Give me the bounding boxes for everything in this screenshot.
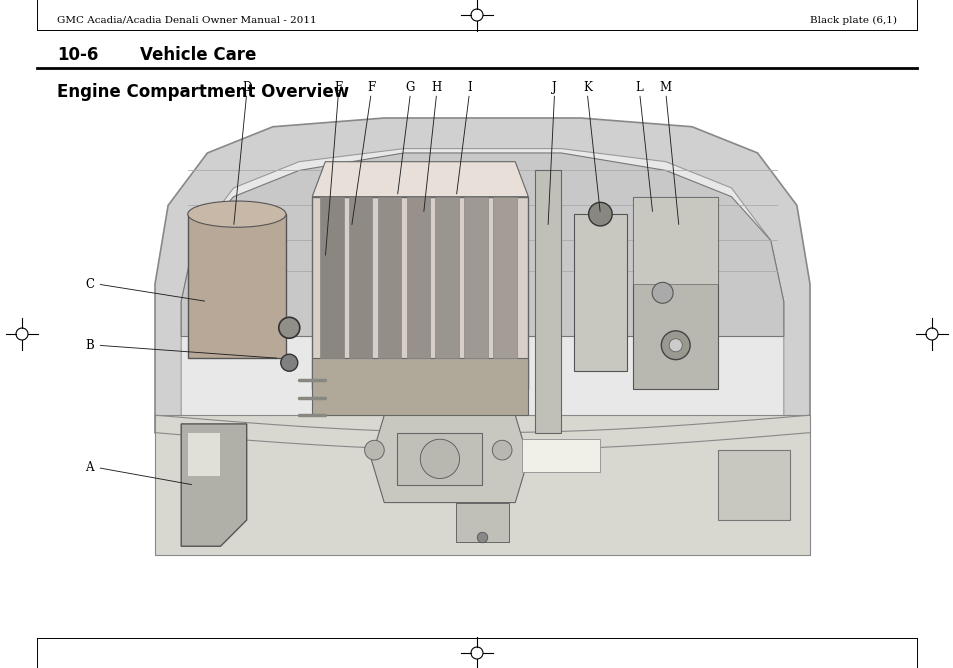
Text: G: G bbox=[405, 81, 415, 94]
Polygon shape bbox=[371, 415, 528, 502]
Polygon shape bbox=[397, 433, 482, 485]
Text: GMC Acadia/Acadia Denali Owner Manual - 2011: GMC Acadia/Acadia Denali Owner Manual - … bbox=[57, 15, 316, 25]
Circle shape bbox=[492, 440, 512, 460]
Polygon shape bbox=[535, 170, 560, 433]
Text: E: E bbox=[334, 81, 342, 94]
Polygon shape bbox=[312, 358, 528, 415]
Text: J: J bbox=[552, 81, 557, 94]
Text: A: A bbox=[85, 461, 93, 474]
Polygon shape bbox=[319, 196, 343, 358]
Text: L: L bbox=[635, 81, 643, 94]
Polygon shape bbox=[435, 196, 458, 358]
Circle shape bbox=[364, 440, 384, 460]
Text: 10-6: 10-6 bbox=[57, 46, 98, 64]
Circle shape bbox=[660, 331, 689, 359]
Polygon shape bbox=[188, 214, 286, 358]
Text: M: M bbox=[659, 81, 671, 94]
Polygon shape bbox=[633, 196, 718, 284]
Text: H: H bbox=[431, 81, 441, 94]
Text: Engine Compartment Overview: Engine Compartment Overview bbox=[57, 83, 349, 101]
Text: Vehicle Care: Vehicle Care bbox=[140, 46, 256, 64]
Circle shape bbox=[668, 339, 681, 352]
Polygon shape bbox=[406, 196, 430, 358]
Text: I: I bbox=[467, 81, 472, 94]
Polygon shape bbox=[154, 118, 809, 555]
Circle shape bbox=[588, 202, 612, 226]
Polygon shape bbox=[718, 450, 789, 520]
Circle shape bbox=[420, 440, 459, 478]
Polygon shape bbox=[456, 502, 508, 542]
Polygon shape bbox=[464, 196, 487, 358]
Text: D: D bbox=[242, 81, 252, 94]
Bar bbox=[521, 439, 599, 472]
Polygon shape bbox=[312, 196, 528, 389]
Text: F: F bbox=[367, 81, 375, 94]
Text: B: B bbox=[85, 339, 93, 352]
Circle shape bbox=[476, 532, 487, 543]
Text: Black plate (6,1): Black plate (6,1) bbox=[809, 15, 896, 25]
Polygon shape bbox=[154, 415, 809, 555]
Polygon shape bbox=[377, 196, 401, 358]
Circle shape bbox=[652, 283, 673, 303]
Polygon shape bbox=[188, 433, 220, 476]
Polygon shape bbox=[181, 424, 247, 546]
Polygon shape bbox=[312, 162, 528, 196]
Ellipse shape bbox=[188, 201, 286, 227]
Polygon shape bbox=[181, 153, 783, 337]
Polygon shape bbox=[633, 196, 718, 389]
Polygon shape bbox=[349, 196, 372, 358]
Polygon shape bbox=[181, 148, 783, 529]
Text: C: C bbox=[85, 278, 94, 291]
Polygon shape bbox=[493, 196, 516, 358]
Circle shape bbox=[280, 354, 297, 371]
Polygon shape bbox=[574, 214, 626, 371]
Circle shape bbox=[278, 317, 299, 338]
Text: K: K bbox=[582, 81, 591, 94]
